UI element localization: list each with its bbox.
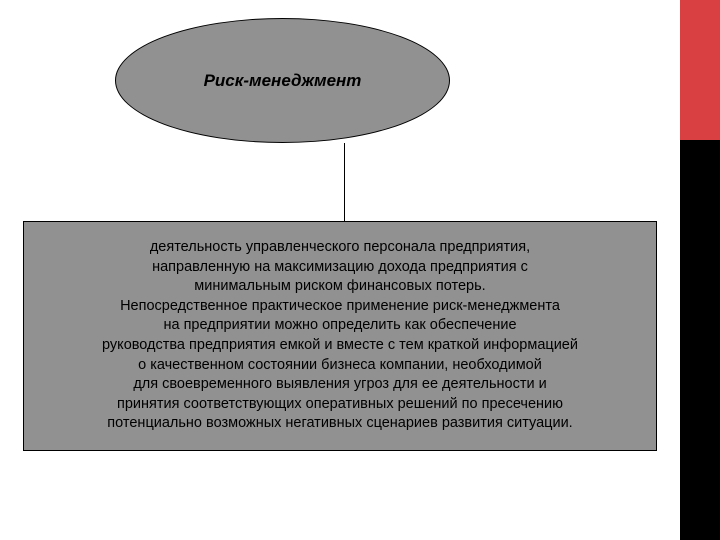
slide-canvas: Риск-менеджмент деятельность управленчес… — [0, 0, 680, 540]
stripe-red-icon — [680, 0, 720, 140]
stripe-black-icon — [680, 140, 720, 540]
ellipse-label: Риск-менеджмент — [204, 71, 362, 91]
definition-textbox: деятельность управленческого персонала п… — [23, 221, 657, 451]
side-accent-stripe — [680, 0, 720, 540]
definition-text: деятельность управленческого персонала п… — [102, 238, 578, 434]
connector-line — [344, 143, 345, 221]
ellipse-risk-management: Риск-менеджмент — [115, 18, 450, 143]
